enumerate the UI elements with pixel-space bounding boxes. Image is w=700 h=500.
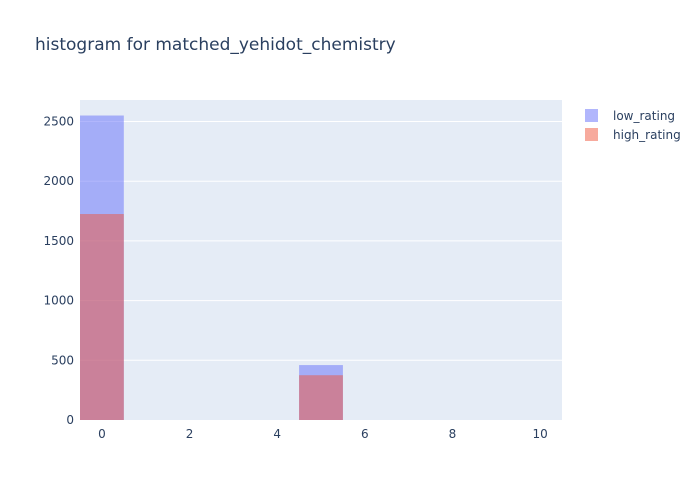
x-tick-label: 8	[449, 427, 457, 441]
y-tick-label: 2500	[43, 114, 74, 128]
x-tick-label: 0	[98, 427, 106, 441]
x-tick-label: 4	[273, 427, 281, 441]
legend-label: low_rating	[613, 109, 675, 123]
legend-swatch	[585, 128, 598, 141]
y-tick-label: 500	[51, 353, 74, 367]
x-tick-label: 6	[361, 427, 369, 441]
y-tick-label: 1500	[43, 234, 74, 248]
bars-group	[80, 115, 343, 420]
bar-high-rating	[80, 214, 124, 420]
legend-swatch	[585, 109, 598, 122]
y-tick-label: 1000	[43, 294, 74, 308]
x-tick-label: 10	[532, 427, 547, 441]
legend-label: high_rating	[613, 128, 681, 142]
chart-title: histogram for matched_yehidot_chemistry	[35, 35, 396, 55]
grid-lines	[80, 120, 562, 361]
x-axis-ticks: 0 2 4 6 8 10	[98, 427, 548, 441]
x-tick-label: 2	[186, 427, 194, 441]
y-tick-label: 2000	[43, 174, 74, 188]
bar-high-rating	[299, 375, 343, 420]
y-axis-ticks: 0 500 1000 1500 2000 2500	[43, 114, 74, 427]
y-tick-label: 0	[66, 413, 74, 427]
legend[interactable]: low_rating high_rating	[585, 109, 681, 142]
